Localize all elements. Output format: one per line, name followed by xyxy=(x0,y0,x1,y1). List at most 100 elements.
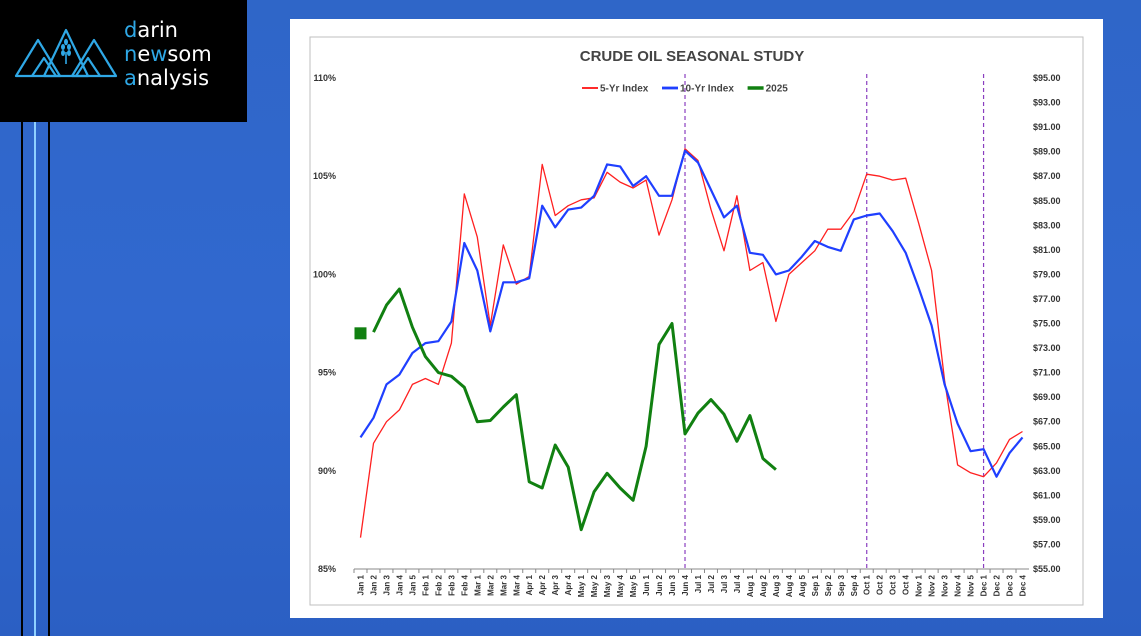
logo-line-2: newsom xyxy=(124,42,212,66)
x-tick-label: Jul 2 xyxy=(707,574,716,593)
y-right-tick-label: $55.00 xyxy=(1033,564,1061,574)
logo-letter: a xyxy=(124,66,137,90)
series-line-2025 xyxy=(372,287,777,532)
logo-line-1: darin xyxy=(124,18,212,42)
y-right-tick-label: $83.00 xyxy=(1033,220,1061,230)
x-tick-label: Dec 2 xyxy=(993,574,1002,596)
y-right-tick-label: $57.00 xyxy=(1033,539,1061,549)
x-tick-label: Mar 4 xyxy=(512,574,521,595)
x-tick-label: Jul 3 xyxy=(720,574,729,593)
logo-word: nalysis xyxy=(136,66,210,90)
legend-label: 2025 xyxy=(766,84,789,95)
chart-border xyxy=(309,36,1084,606)
chart-title: CRUDE OIL SEASONAL STUDY xyxy=(580,48,804,65)
y-left-tick-label: 105% xyxy=(313,171,336,181)
logo-word: arin xyxy=(137,18,178,42)
x-tick-label: Oct 3 xyxy=(889,574,898,595)
legend-label: 5-Yr Index xyxy=(600,84,649,95)
x-tick-label: Mar 2 xyxy=(486,574,495,595)
x-tick-label: Feb 2 xyxy=(434,574,443,595)
x-tick-label: Nov 2 xyxy=(928,574,937,596)
logo-word: e xyxy=(137,42,151,66)
x-tick-label: Dec 4 xyxy=(1019,574,1028,596)
x-tick-label: Apr 2 xyxy=(538,574,547,595)
decorative-line xyxy=(21,122,23,636)
y-left-tick-label: 85% xyxy=(318,564,336,574)
y-left-tick-label: 90% xyxy=(318,466,336,476)
y-right-tick-label: $77.00 xyxy=(1033,294,1061,304)
decorative-line xyxy=(48,122,50,636)
y-right-tick-label: $89.00 xyxy=(1033,147,1061,157)
x-tick-label: Apr 4 xyxy=(564,574,573,595)
series-line-10-yr-index xyxy=(359,149,1024,478)
x-tick-label: Jan 4 xyxy=(395,574,404,595)
x-tick-label: Sep 1 xyxy=(811,574,820,596)
x-tick-label: Sep 2 xyxy=(824,574,833,596)
x-tick-label: Nov 1 xyxy=(915,574,924,596)
y-right-tick-label: $67.00 xyxy=(1033,417,1061,427)
logo-word: som xyxy=(167,42,212,66)
x-tick-label: Aug 2 xyxy=(759,574,768,597)
x-tick-label: Feb 1 xyxy=(421,574,430,595)
x-tick-label: Nov 3 xyxy=(941,574,950,596)
y-right-tick-label: $85.00 xyxy=(1033,196,1061,206)
y-right-tick-label: $63.00 xyxy=(1033,466,1061,476)
y-left-tick-label: 95% xyxy=(318,368,336,378)
x-tick-label: Sep 3 xyxy=(837,574,846,596)
x-tick-label: Jul 4 xyxy=(733,574,742,593)
x-tick-label: May 4 xyxy=(616,574,625,597)
y-right-tick-label: $61.00 xyxy=(1033,490,1061,500)
series-line-5-yr-index xyxy=(359,148,1023,538)
y-right-tick-label: $93.00 xyxy=(1033,98,1061,108)
x-tick-label: Aug 4 xyxy=(785,574,794,597)
chart-legend: 5-Yr Index 10-Yr Index 2025 xyxy=(582,84,788,95)
y-right-tick-label: $59.00 xyxy=(1033,515,1061,525)
x-tick-label: May 2 xyxy=(590,574,599,597)
y-left-tick-label: 100% xyxy=(313,269,336,279)
x-tick-label: Jan 1 xyxy=(356,574,365,595)
x-tick-label: May 1 xyxy=(577,574,586,597)
x-tick-label: May 3 xyxy=(603,574,612,597)
y-right-tick-label: $87.00 xyxy=(1033,171,1061,181)
x-tick-label: Jun 2 xyxy=(655,574,664,595)
x-tick-label: Dec 3 xyxy=(1006,574,1015,596)
x-tick-label: Nov 5 xyxy=(967,574,976,596)
x-tick-label: Jun 3 xyxy=(668,574,677,595)
x-tick-label: Mar 3 xyxy=(499,574,508,595)
legend-label: 10-Yr Index xyxy=(680,84,734,95)
x-tick-label: Nov 4 xyxy=(954,574,963,596)
x-tick-label: Aug 1 xyxy=(746,574,755,597)
x-tick-label: Jan 3 xyxy=(382,574,391,595)
y-left-tick-label: 110% xyxy=(313,73,336,83)
y-right-tick-label: $71.00 xyxy=(1033,368,1061,378)
logo-panel: darin newsom analysis xyxy=(0,0,247,122)
x-tick-label: Oct 4 xyxy=(902,574,911,595)
vertical-markers xyxy=(684,74,985,569)
x-tick-label: Dec 1 xyxy=(980,574,989,596)
x-tick-label: Feb 4 xyxy=(460,574,469,595)
logo-letter: n xyxy=(124,42,138,66)
y-right-tick-label: $69.00 xyxy=(1033,392,1061,402)
y-right-tick-label: $75.00 xyxy=(1033,319,1061,329)
x-tick-label: Jan 2 xyxy=(369,574,378,595)
x-tick-label: Apr 1 xyxy=(525,574,534,595)
y-right-tick-label: $81.00 xyxy=(1033,245,1061,255)
chart-card: CRUDE OIL SEASONAL STUDY 5-Yr Index 10-Yr… xyxy=(290,19,1103,618)
decorative-line xyxy=(34,122,36,636)
x-tick-label: Aug 3 xyxy=(772,574,781,597)
plot-area xyxy=(354,148,1024,538)
logo-line-3: analysis xyxy=(124,66,212,90)
y-right-tick-label: $91.00 xyxy=(1033,122,1061,132)
seasonal-chart: CRUDE OIL SEASONAL STUDY 5-Yr Index 10-Yr… xyxy=(309,36,1084,606)
x-tick-label: Jan 5 xyxy=(408,574,417,595)
x-tick-label: Oct 2 xyxy=(876,574,885,595)
x-tick-label: May 5 xyxy=(629,574,638,597)
y-right-tick-label: $95.00 xyxy=(1033,73,1061,83)
x-tick-label: Jun 1 xyxy=(642,574,651,595)
y-right-tick-label: $79.00 xyxy=(1033,269,1061,279)
chart-axes: Jan 1 Jan 2 Jan 3 Jan 4 Jan 5 Feb 1 Feb 2 Feb 3… xyxy=(313,73,1061,597)
x-tick-label: Sep 4 xyxy=(850,574,859,596)
series-2025-start-marker xyxy=(354,327,367,340)
logo-wordmark: darin newsom analysis xyxy=(124,18,212,90)
x-tick-label: Mar 1 xyxy=(473,574,482,595)
